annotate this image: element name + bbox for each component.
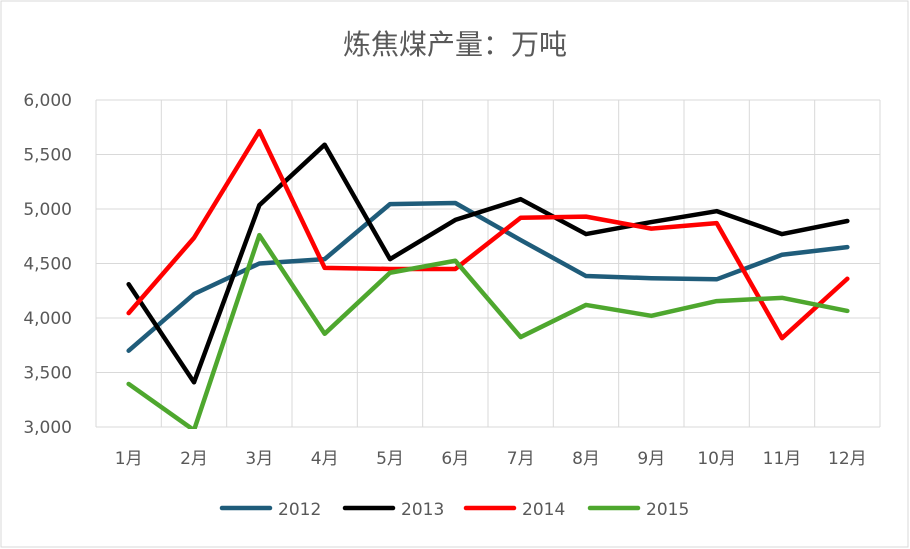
legend-label-2013: 2013 [401,500,444,520]
y-tick-label: 3,500 [23,364,72,384]
x-tick-label: 3月 [245,449,273,469]
legend-label-2012: 2012 [278,500,321,520]
legend: 2012 2013 2014 2015 [219,500,689,520]
series-lines [126,128,850,429]
y-tick-label: 3,000 [23,418,72,438]
y-tick-label: 5,000 [23,200,72,220]
y-tick-label: 6,000 [23,91,72,111]
y-tick-label: 5,500 [23,146,72,166]
x-tick-label: 4月 [311,449,339,469]
x-tick-label: 7月 [507,449,535,469]
y-axis-ticks: 3,000 3,500 4,000 4,500 5,000 5,500 6,000 [23,91,72,438]
y-tick-label: 4,500 [23,255,72,275]
series-line-2013 [126,142,850,385]
x-tick-label: 2月 [180,449,208,469]
x-tick-label: 8月 [572,449,600,469]
x-tick-label: 10月 [697,449,736,469]
x-tick-label: 12月 [828,449,867,469]
x-tick-label: 1月 [115,449,143,469]
legend-label-2015: 2015 [646,500,689,520]
legend-label-2014: 2014 [522,500,565,520]
x-tick-label: 6月 [441,449,469,469]
x-tick-label: 5月 [376,449,404,469]
x-tick-label: 11月 [763,449,802,469]
x-axis-ticks: 1月 2月 3月 4月 5月 6月 7月 8月 9月 10月 11月 12月 [115,449,867,469]
chart-title: 炼焦煤产量：万吨 [343,28,567,61]
series-line-2014 [126,128,850,341]
series-line-2015 [126,232,850,429]
y-tick-label: 4,000 [23,309,72,329]
gridlines [95,99,881,428]
x-tick-label: 9月 [637,449,665,469]
